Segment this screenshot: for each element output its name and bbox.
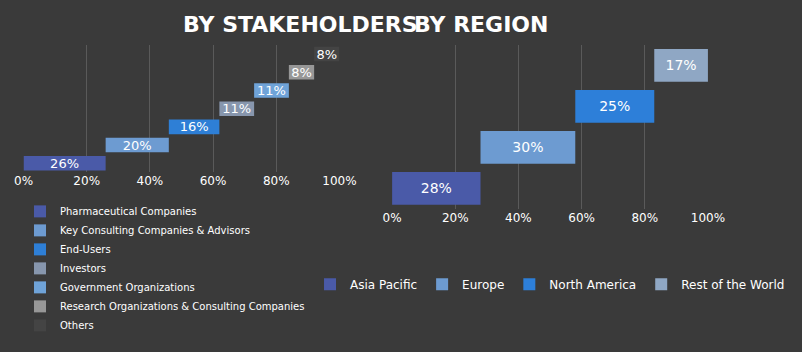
svg-text:60%: 60% — [568, 211, 595, 225]
svg-text:20%: 20% — [123, 138, 152, 153]
svg-text:Rest of the World: Rest of the World — [681, 278, 784, 292]
svg-text:100%: 100% — [691, 211, 725, 225]
svg-text:20%: 20% — [73, 174, 100, 188]
svg-text:17%: 17% — [666, 57, 697, 73]
svg-text:Government Organizations: Government Organizations — [60, 282, 195, 293]
svg-text:Asia Pacific: Asia Pacific — [350, 278, 417, 292]
svg-text:Investors: Investors — [60, 263, 106, 274]
svg-text:28%: 28% — [421, 180, 452, 196]
svg-text:100%: 100% — [322, 174, 356, 188]
svg-text:16%: 16% — [180, 119, 209, 134]
svg-text:8%: 8% — [291, 65, 312, 80]
svg-text:0%: 0% — [383, 211, 402, 225]
svg-text:20%: 20% — [442, 211, 469, 225]
svg-text:30%: 30% — [512, 139, 543, 155]
svg-text:BY REGION: BY REGION — [414, 12, 548, 37]
svg-text:Pharmaceutical Companies: Pharmaceutical Companies — [60, 206, 196, 217]
svg-text:60%: 60% — [200, 174, 227, 188]
svg-text:25%: 25% — [599, 98, 630, 114]
svg-text:End-Users: End-Users — [60, 244, 111, 255]
svg-text:0%: 0% — [14, 174, 33, 188]
svg-text:Key Consulting Companies & Adv: Key Consulting Companies & Advisors — [60, 225, 250, 236]
svg-text:North America: North America — [549, 278, 636, 292]
svg-text:80%: 80% — [631, 211, 658, 225]
svg-text:11%: 11% — [257, 83, 286, 98]
svg-text:40%: 40% — [137, 174, 164, 188]
svg-text:BY STAKEHOLDERS: BY STAKEHOLDERS — [183, 12, 418, 37]
svg-text:Others: Others — [60, 320, 94, 331]
svg-text:Europe: Europe — [462, 278, 504, 292]
svg-text:8%: 8% — [316, 47, 337, 62]
svg-text:40%: 40% — [505, 211, 532, 225]
svg-text:11%: 11% — [222, 101, 251, 116]
svg-text:80%: 80% — [263, 174, 290, 188]
svg-text:26%: 26% — [50, 156, 79, 171]
svg-text:Research Organizations & Consu: Research Organizations & Consulting Comp… — [60, 301, 304, 312]
